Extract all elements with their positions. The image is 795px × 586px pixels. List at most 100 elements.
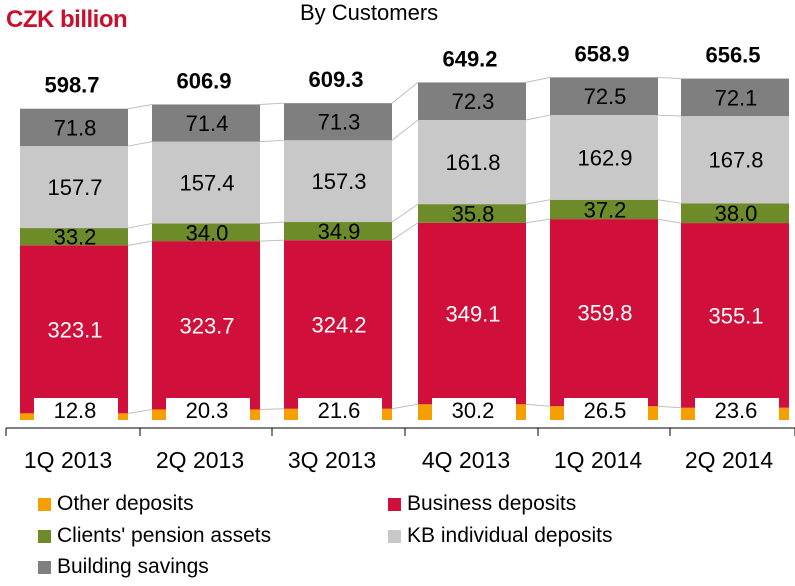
value-label-pension: 33.2 [54, 225, 97, 250]
bar-kb_individual-3 [418, 120, 526, 205]
other-label-box [695, 398, 779, 428]
connector-line [657, 199, 682, 204]
value-label-pension: 37.2 [584, 197, 627, 222]
category-label: 3Q 2013 [288, 447, 376, 473]
connector-line [657, 218, 682, 224]
total-label: 606.9 [176, 68, 231, 93]
bar-kb_individual-1 [152, 141, 260, 224]
value-label-other: 23.6 [715, 398, 758, 423]
category-label: 4Q 2013 [422, 447, 510, 473]
connector-line [391, 119, 419, 141]
connector-line [259, 139, 285, 143]
bar-pension-1 [152, 223, 260, 242]
bar-stack-4q-2013 [418, 82, 526, 420]
value-label-kb_individual: 161.8 [445, 150, 500, 175]
connector-line [657, 114, 682, 117]
connector-line [391, 222, 419, 241]
value-label-kb_individual: 167.8 [708, 148, 763, 173]
bar-business-5 [681, 223, 789, 408]
category-label: 2Q 2013 [156, 447, 244, 473]
value-label-pension: 34.0 [186, 220, 229, 245]
total-label: 658.9 [574, 41, 629, 66]
connector-line [657, 76, 682, 80]
connector-line [259, 239, 285, 242]
bar-business-4 [550, 219, 658, 407]
bar-stack-2q-2014 [681, 78, 789, 420]
bar-pension-5 [681, 203, 789, 224]
other-label-box [34, 398, 118, 428]
category-label: 2Q 2014 [685, 447, 773, 473]
connector-line [525, 218, 551, 224]
bar-stack-1q-2013 [20, 108, 128, 420]
value-label-kb_individual: 157.4 [179, 171, 234, 196]
value-label-building: 71.3 [318, 110, 361, 135]
other-label-box [166, 398, 250, 428]
bar-business-1 [152, 241, 260, 410]
bar-pension-3 [418, 204, 526, 223]
value-label-business: 349.1 [445, 302, 500, 327]
category-label: 1Q 2013 [24, 447, 112, 473]
stacked-bar-chart: 12.8 323.1 33.2 157.7 71.8 598.7 1Q 2013 20.3 32… [5, 41, 795, 473]
value-label-business: 323.1 [47, 317, 102, 342]
value-label-other: 26.5 [584, 398, 627, 423]
bar-business-3 [418, 222, 526, 405]
connector-line [525, 114, 551, 121]
bar-stack-1q-2014 [550, 77, 658, 420]
value-label-business: 323.7 [179, 313, 234, 338]
bar-building-1 [152, 104, 260, 142]
value-label-building: 72.1 [715, 85, 758, 110]
bar-building-2 [284, 103, 392, 141]
connector-line [259, 102, 285, 105]
bar-pension-2 [284, 222, 392, 241]
value-label-other: 20.3 [186, 398, 229, 423]
legend-item-business-deposits: Business deposits [388, 492, 576, 516]
legend-swatch-building [38, 560, 51, 574]
connector-line [391, 203, 419, 223]
legend-label-business: Business deposits [407, 492, 577, 515]
value-label-pension: 35.8 [452, 201, 495, 226]
value-label-other: 21.6 [318, 398, 361, 423]
other-label-box [564, 398, 648, 428]
value-label-business: 324.2 [311, 312, 366, 337]
connector-line [127, 240, 153, 246]
value-label-building: 72.3 [452, 89, 495, 114]
value-label-building: 71.8 [54, 115, 97, 140]
total-label: 649.2 [442, 46, 497, 71]
bar-kb_individual-5 [681, 116, 789, 204]
connector-line [525, 76, 551, 83]
bar-building-0 [20, 108, 128, 147]
connector-line [127, 408, 153, 414]
bar-stack-3q-2013 [284, 103, 392, 420]
value-label-pension: 38.0 [715, 201, 758, 226]
legend-swatch-other [38, 497, 51, 511]
legend-label-pension: Clients' pension assets [57, 524, 272, 547]
legend-item-building-savings: Building savings [38, 555, 209, 579]
legend-item-pension-assets: Clients' pension assets [38, 524, 271, 548]
bar-business-2 [284, 240, 392, 409]
bar-kb_individual-2 [284, 140, 392, 223]
value-label-kb_individual: 162.9 [577, 145, 632, 170]
value-label-business: 355.1 [708, 303, 763, 328]
value-label-pension: 34.9 [318, 219, 361, 244]
unit-label: CZK billion [6, 6, 128, 33]
legend-swatch-kb-individual [388, 529, 401, 543]
connector-line [259, 221, 285, 224]
value-label-other: 30.2 [452, 398, 495, 423]
bar-building-3 [418, 82, 526, 121]
legend-swatch-pension [38, 529, 51, 543]
value-label-business: 359.8 [577, 301, 632, 326]
connector-line [391, 82, 419, 104]
bar-building-4 [550, 77, 658, 116]
connector-line [525, 403, 551, 407]
legend-item-other-deposits: Other deposits [38, 492, 194, 516]
connector-line [525, 199, 551, 205]
value-label-building: 72.5 [584, 84, 627, 109]
total-label: 656.5 [705, 43, 760, 68]
legend-swatch-business [388, 497, 401, 511]
legend-item-kb-individual-deposits: KB individual deposits [388, 524, 612, 548]
legend-label-other: Other deposits [57, 492, 194, 515]
legend-label-kb-individual: KB individual deposits [407, 524, 613, 547]
bar-kb_individual-0 [20, 146, 128, 229]
total-label: 609.3 [308, 67, 363, 92]
connector-line [657, 405, 682, 409]
